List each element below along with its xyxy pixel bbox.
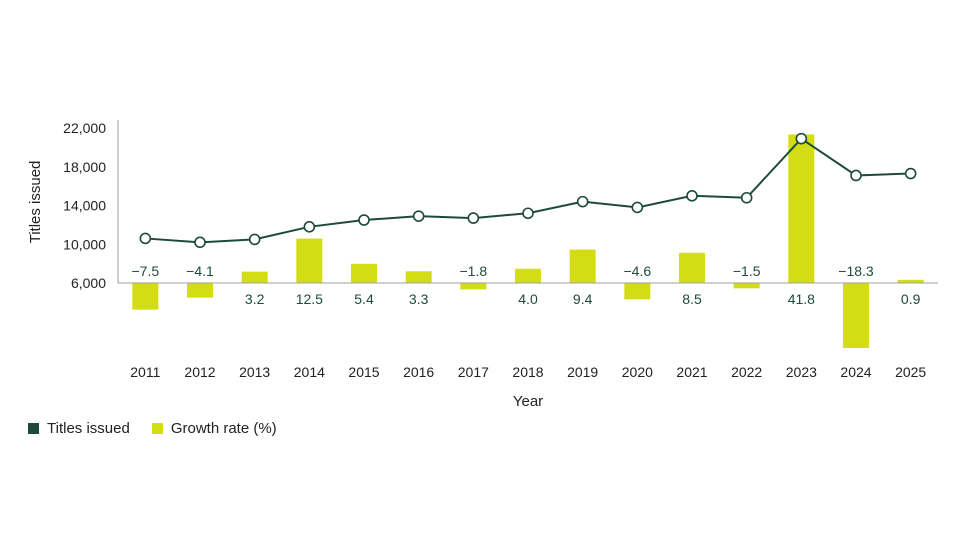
x-tick-label: 2016 — [403, 364, 434, 380]
titles-issued-point — [740, 191, 753, 204]
legend-label-growth-rate: Growth rate (%) — [170, 420, 277, 437]
titles-issued-point — [467, 212, 480, 224]
growth-bars — [132, 134, 924, 349]
titles-issued-point — [303, 221, 316, 233]
x-tick-label: 2020 — [622, 364, 653, 380]
growth-data-label: −18.3 — [838, 263, 874, 279]
y-tick-label: 6,000 — [71, 275, 106, 291]
titles-issued-point — [850, 169, 862, 182]
y-tick-label: 14,000 — [63, 198, 106, 214]
growth-bar — [241, 271, 268, 283]
x-tick-label: 2012 — [184, 364, 215, 380]
titles-issued-point — [139, 232, 152, 245]
growth-data-label: 9.4 — [573, 291, 593, 307]
growth-data-labels: −7.5 −4.1 3.2 12.5 5.4 3.3 −1.8 4.0 9.4 −4.6 8.5 −1… — [132, 263, 921, 307]
x-tick-label: 2021 — [676, 364, 707, 380]
titles-issued-point — [631, 201, 644, 214]
growth-bar — [569, 249, 596, 283]
growth-data-label: 3.2 — [245, 291, 265, 307]
growth-data-label: 8.5 — [682, 291, 702, 307]
growth-data-label: 0.9 — [901, 291, 921, 307]
x-tick-label: 2023 — [786, 364, 817, 380]
growth-data-label: 5.4 — [354, 291, 374, 307]
titles-issued-point — [412, 210, 425, 222]
x-tick-label: 2018 — [512, 364, 543, 380]
x-tick-label: 2017 — [458, 364, 489, 380]
titles-issued-point — [686, 190, 698, 202]
x-tick-labels: 2011 2012 2013 2014 2015 2016 2017 2018 2019 2020… — [130, 364, 926, 380]
titles-issued-point — [194, 236, 206, 249]
growth-bar — [788, 134, 815, 283]
legend-item-growth-rate: Growth rate (%) — [151, 420, 277, 437]
titles-issued-point — [904, 167, 917, 180]
x-tick-label: 2019 — [567, 364, 598, 380]
x-tick-label: 2015 — [348, 364, 379, 380]
y-axis-title: Titles issued — [27, 161, 44, 244]
titles-line — [139, 132, 917, 249]
y-tick-labels: 6,000 10,000 14,000 18,000 22,000 — [63, 120, 106, 291]
growth-bar — [351, 263, 377, 283]
growth-bar — [296, 238, 323, 283]
growth-bar — [733, 283, 760, 289]
titles-issued-point — [795, 132, 808, 145]
legend: Titles issued Growth rate (%) — [28, 420, 277, 437]
x-tick-label: 2024 — [840, 364, 871, 380]
growth-bar — [405, 271, 432, 283]
legend-label-titles-issued: Titles issued — [47, 420, 130, 437]
x-tick-label: 2022 — [731, 364, 762, 380]
growth-data-label: 3.3 — [409, 291, 429, 307]
growth-bar — [897, 279, 924, 283]
legend-item-titles-issued: Titles issued — [28, 420, 130, 437]
titles-issued-point — [248, 233, 261, 246]
growth-data-label: −1.8 — [460, 263, 488, 279]
growth-bar — [132, 283, 159, 310]
growth-data-label: 4.0 — [518, 291, 538, 307]
growth-bar — [843, 283, 869, 349]
legend-swatch-growth-rate — [151, 423, 163, 434]
x-tick-label: 2011 — [130, 364, 160, 380]
y-tick-label: 22,000 — [63, 120, 106, 136]
growth-bar — [624, 283, 651, 300]
titles-issued-point — [358, 214, 370, 226]
growth-bar — [679, 252, 705, 283]
growth-bar — [187, 283, 213, 298]
y-tick-label: 18,000 — [63, 159, 106, 175]
x-tick-label: 2025 — [895, 364, 926, 380]
x-tick-label: 2013 — [239, 364, 270, 380]
growth-data-label: −1.5 — [733, 263, 761, 279]
y-tick-label: 10,000 — [63, 236, 106, 252]
growth-bar — [460, 283, 487, 290]
growth-data-label: 41.8 — [788, 291, 815, 307]
x-tick-label: 2014 — [294, 364, 325, 380]
growth-data-label: −7.5 — [132, 263, 160, 279]
growth-data-label: 12.5 — [296, 291, 323, 307]
growth-data-label: −4.1 — [186, 263, 214, 279]
titles-issued-point — [576, 195, 589, 208]
legend-swatch-titles-issued — [28, 423, 39, 434]
growth-bar — [515, 268, 541, 283]
growth-data-label: −4.6 — [624, 263, 652, 279]
x-axis-title: Year — [513, 393, 543, 410]
titles-issued-point — [522, 207, 534, 220]
